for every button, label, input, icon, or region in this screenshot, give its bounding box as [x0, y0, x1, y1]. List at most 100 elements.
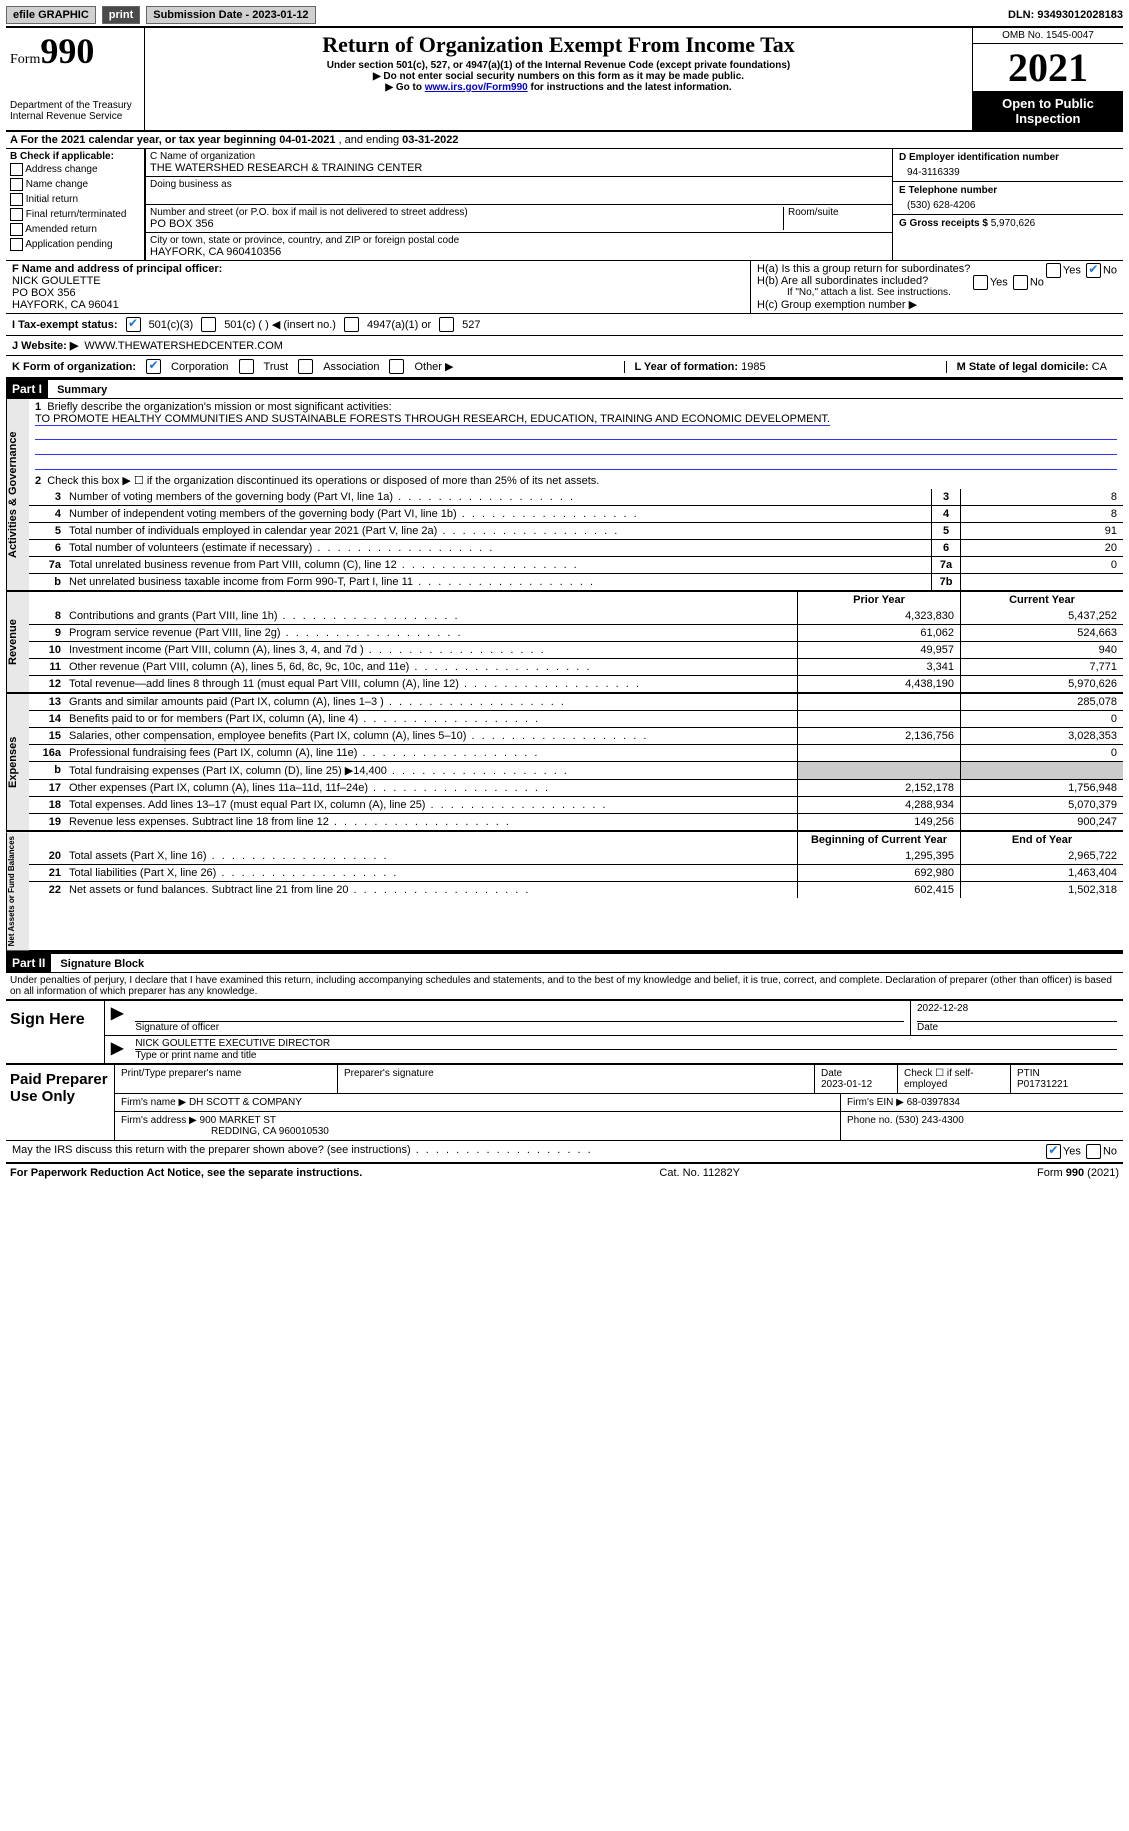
col-b-checkboxes: B Check if applicable: Address change Na…	[6, 149, 145, 260]
gov-line-b: bNet unrelated business taxable income f…	[29, 573, 1123, 590]
rev-line-11: 11Other revenue (Part VIII, column (A), …	[29, 658, 1123, 675]
dln: DLN: 93493012028183	[1008, 9, 1123, 21]
header-right: OMB No. 1545-0047 2021 Open to Public In…	[972, 28, 1123, 130]
omb: OMB No. 1545-0047	[973, 28, 1123, 43]
chk-527[interactable]	[439, 317, 454, 332]
e-label: E Telephone number	[899, 185, 1117, 196]
chk-corp[interactable]	[146, 359, 161, 374]
summary-netassets: Net Assets or Fund Balances Beginning of…	[6, 832, 1123, 952]
top-bar: efile GRAPHIC print Submission Date - 20…	[6, 6, 1123, 28]
hb-no[interactable]	[1013, 275, 1028, 290]
irs-link[interactable]: www.irs.gov/Form990	[425, 82, 528, 93]
gov-line-4: 4Number of independent voting members of…	[29, 505, 1123, 522]
ein: 94-3116339	[899, 163, 1117, 178]
chk-name-change[interactable]: Name change	[10, 177, 140, 192]
org-name: THE WATERSHED RESEARCH & TRAINING CENTER	[150, 162, 888, 174]
section-bcdeg: B Check if applicable: Address change Na…	[6, 149, 1123, 261]
irs-label: Internal Revenue Service	[10, 111, 140, 122]
row-k: K Form of organization: Corporation Trus…	[6, 356, 1123, 378]
city-label: City or town, state or province, country…	[150, 235, 888, 246]
part1-header-row: Part I Summary	[6, 378, 1123, 399]
footer-left: For Paperwork Reduction Act Notice, see …	[10, 1167, 362, 1179]
prep-row2: Firm's name ▶ DH SCOTT & COMPANY Firm's …	[115, 1094, 1123, 1112]
paid-preparer-block: Paid Preparer Use Only Print/Type prepar…	[6, 1063, 1123, 1140]
may-no[interactable]	[1086, 1144, 1101, 1159]
org-city: HAYFORK, CA 960410356	[150, 246, 888, 258]
form-title: Return of Organization Exempt From Incom…	[149, 32, 968, 58]
part2-header-row: Part II Signature Block	[6, 952, 1123, 973]
principal-officer: F Name and address of principal officer:…	[6, 261, 751, 313]
type-label: Type or print name and title	[135, 1050, 1117, 1061]
chk-final-return[interactable]: Final return/terminated	[10, 207, 140, 222]
arrow-icon: ▶	[105, 1036, 129, 1063]
part1-title: Summary	[51, 382, 113, 398]
chk-501c3[interactable]	[126, 317, 141, 332]
may-yes[interactable]	[1046, 1144, 1061, 1159]
ha-no[interactable]	[1086, 263, 1101, 278]
gov-line-7a: 7aTotal unrelated business revenue from …	[29, 556, 1123, 573]
rev-line-12: 12Total revenue—add lines 8 through 11 (…	[29, 675, 1123, 692]
chk-amended[interactable]: Amended return	[10, 222, 140, 237]
exp-line-17: 17Other expenses (Part IX, column (A), l…	[29, 779, 1123, 796]
footer-right: Form 990 (2021)	[1037, 1167, 1119, 1179]
perjury-declaration: Under penalties of perjury, I declare th…	[6, 973, 1123, 999]
exp-line-13: 13Grants and similar amounts paid (Part …	[29, 694, 1123, 710]
h-note: If "No," attach a list. See instructions…	[757, 287, 1117, 298]
section-fh: F Name and address of principal officer:…	[6, 261, 1123, 314]
chk-other[interactable]	[389, 359, 404, 374]
exp-line-18: 18Total expenses. Add lines 13–17 (must …	[29, 796, 1123, 813]
page-footer: For Paperwork Reduction Act Notice, see …	[6, 1162, 1123, 1182]
vtab-netassets: Net Assets or Fund Balances	[6, 832, 29, 950]
officer-name-title: NICK GOULETTE EXECUTIVE DIRECTOR	[135, 1038, 1117, 1050]
prep-row3: Firm's address ▶ 900 MARKET ST REDDING, …	[115, 1112, 1123, 1140]
vtab-governance: Activities & Governance	[6, 399, 29, 590]
b-label: B Check if applicable:	[10, 151, 140, 162]
prep-row1: Print/Type preparer's name Preparer's si…	[115, 1065, 1123, 1094]
chk-initial-return[interactable]: Initial return	[10, 192, 140, 207]
chk-address-change[interactable]: Address change	[10, 162, 140, 177]
tax-year: 2021	[973, 43, 1123, 92]
c-label: C Name of organization	[150, 151, 888, 162]
chk-app-pending[interactable]: Application pending	[10, 237, 140, 252]
org-addr: PO BOX 356	[150, 218, 783, 230]
gov-line-3: 3Number of voting members of the governi…	[29, 489, 1123, 505]
website: WWW.THEWATERSHEDCENTER.COM	[84, 340, 283, 352]
ha-yes[interactable]	[1046, 263, 1061, 278]
dba-label: Doing business as	[150, 179, 888, 190]
d-label: D Employer identification number	[899, 152, 1117, 163]
submission-date: Submission Date - 2023-01-12	[146, 6, 315, 24]
efile-label: efile GRAPHIC	[6, 6, 96, 24]
room-label: Room/suite	[788, 207, 888, 218]
may-discuss: May the IRS discuss this return with the…	[6, 1140, 1123, 1162]
exp-line-b: bTotal fundraising expenses (Part IX, co…	[29, 761, 1123, 779]
summary-revenue: Revenue Prior Year Current Year 8Contrib…	[6, 592, 1123, 694]
arrow-icon: ▶	[105, 1001, 129, 1035]
note-ssn: ▶ Do not enter social security numbers o…	[149, 71, 968, 82]
mission-text: TO PROMOTE HEALTHY COMMUNITIES AND SUSTA…	[35, 413, 830, 426]
sign-here-label: Sign Here	[6, 1001, 105, 1063]
chk-trust[interactable]	[239, 359, 254, 374]
row-i-status: I Tax-exempt status: 501(c)(3) 501(c) ( …	[6, 314, 1123, 336]
col-deg: D Employer identification number 94-3116…	[892, 149, 1123, 260]
note-link: ▶ Go to www.irs.gov/Form990 for instruct…	[149, 82, 968, 93]
g-label: G Gross receipts $	[899, 218, 991, 229]
open-to-public: Open to Public Inspection	[973, 92, 1123, 130]
header-left: Form990 Department of the Treasury Inter…	[6, 28, 145, 130]
part2-badge: Part II	[6, 954, 51, 972]
chk-4947[interactable]	[344, 317, 359, 332]
exp-line-14: 14Benefits paid to or for members (Part …	[29, 710, 1123, 727]
subtitle: Under section 501(c), 527, or 4947(a)(1)…	[149, 60, 968, 71]
gov-line-5: 5Total number of individuals employed in…	[29, 522, 1123, 539]
rev-line-10: 10Investment income (Part VIII, column (…	[29, 641, 1123, 658]
exp-line-19: 19Revenue less expenses. Subtract line 1…	[29, 813, 1123, 830]
rev-line-8: 8Contributions and grants (Part VIII, li…	[29, 608, 1123, 624]
chk-501c[interactable]	[201, 317, 216, 332]
sig-officer-label: Signature of officer	[135, 1022, 904, 1033]
print-button[interactable]: print	[102, 6, 140, 24]
exp-line-15: 15Salaries, other compensation, employee…	[29, 727, 1123, 744]
gross-receipts: 5,970,626	[991, 218, 1036, 229]
chk-assoc[interactable]	[298, 359, 313, 374]
summary-governance: Activities & Governance 1 Briefly descri…	[6, 399, 1123, 592]
vtab-revenue: Revenue	[6, 592, 29, 692]
hb-yes[interactable]	[973, 275, 988, 290]
